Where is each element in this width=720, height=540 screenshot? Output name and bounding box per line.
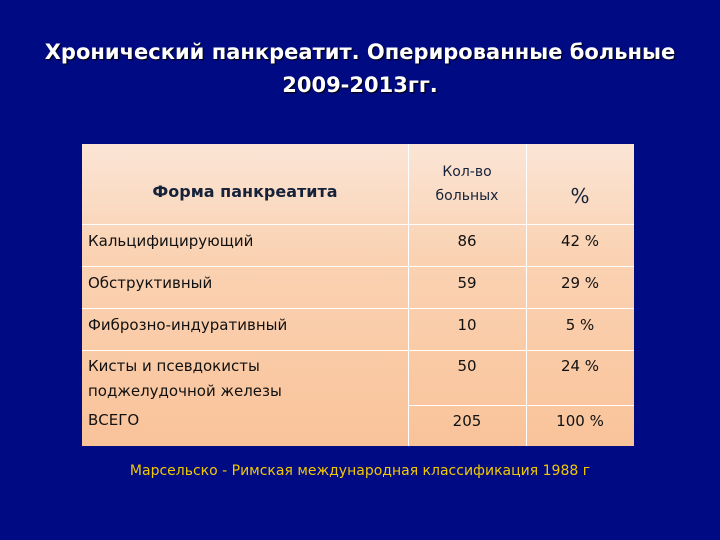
row-name: Кальцифицирующий — [88, 232, 254, 250]
row-name-line-1: Кисты и псевдокисты — [88, 357, 260, 375]
slide-title-line-2: 2009-2013гг. — [282, 73, 438, 97]
row-divider — [408, 405, 634, 406]
row-name: Обструктивный — [88, 274, 213, 292]
row-name-total: ВСЕГО — [88, 411, 140, 429]
row-divider — [82, 350, 634, 351]
header-count-line-1: Кол-во — [442, 164, 492, 180]
row-count: 59 — [457, 274, 477, 292]
slide-title: Хронический панкреатит. Оперированные бо… — [0, 36, 720, 102]
row-divider — [82, 308, 634, 309]
row-percent: 29 % — [560, 274, 600, 292]
header-form: Форма панкреатита — [152, 182, 338, 201]
row-count: 50 — [457, 357, 477, 375]
row-name-line-2: поджелудочной железы — [88, 382, 282, 400]
row-count: 86 — [457, 232, 477, 250]
row-percent: 24 % — [560, 357, 600, 375]
row-count-total: 205 — [452, 412, 482, 430]
row-count: 10 — [457, 316, 477, 334]
row-percent: 5 % — [565, 316, 595, 334]
header-count-line-2: больных — [435, 188, 499, 204]
slide-title-line-1: Хронический панкреатит. Оперированные бо… — [44, 40, 676, 64]
row-percent: 42 % — [560, 232, 600, 250]
header-percent: % — [570, 184, 590, 208]
pancreatitis-table: Форма панкреатита Кол-во больных % Кальц… — [82, 144, 634, 446]
row-divider — [82, 224, 634, 225]
column-divider — [408, 144, 409, 446]
row-divider — [82, 266, 634, 267]
row-name: Фиброзно-индуративный — [88, 316, 288, 334]
column-divider — [526, 144, 527, 446]
row-percent-total: 100 % — [556, 412, 604, 430]
header-count: Кол-во больных — [408, 144, 526, 224]
footnote: Марсельско - Римская международная класс… — [129, 463, 591, 479]
